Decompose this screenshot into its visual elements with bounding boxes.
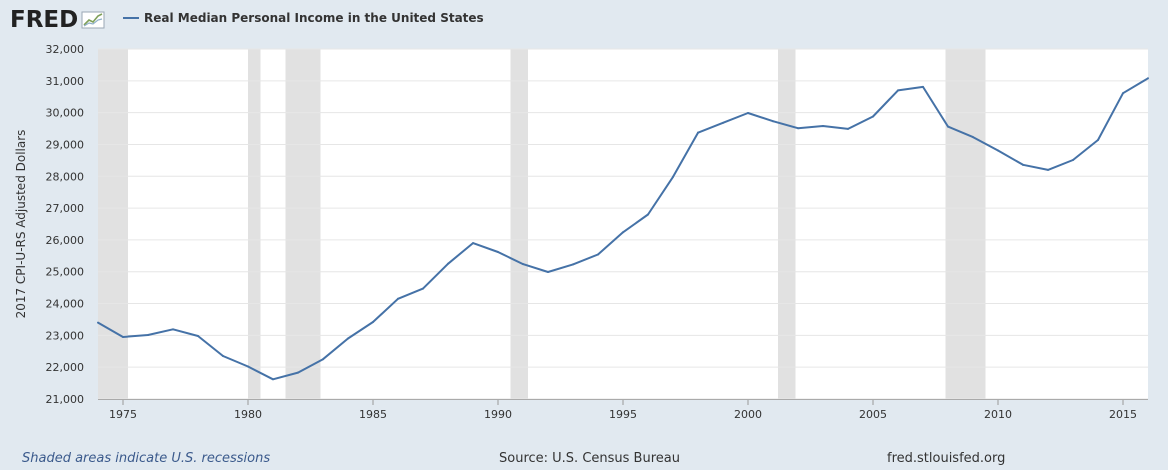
data-point (1097, 139, 1099, 141)
data-point (872, 115, 874, 118)
data-point (1022, 163, 1024, 166)
data-point (472, 242, 474, 245)
y-tick-label: 28,000 (46, 170, 85, 183)
data-point (772, 120, 774, 123)
y-tick-label: 24,000 (46, 298, 85, 311)
data-point (1122, 92, 1124, 95)
y-tick-label: 21,000 (46, 393, 85, 406)
data-point (947, 125, 949, 128)
x-tick-label: 2010 (984, 408, 1012, 421)
legend-label: Real Median Personal Income in the Unite… (144, 11, 484, 25)
y-tick-label: 32,000 (46, 43, 85, 56)
data-point (797, 127, 799, 130)
data-point (497, 251, 499, 253)
data-point (447, 262, 449, 265)
logo-text: FRED (10, 7, 79, 33)
recession-band (98, 49, 128, 399)
legend-swatch (123, 17, 139, 19)
recession-band (510, 49, 528, 399)
data-point (197, 335, 199, 337)
x-tick-label: 2005 (859, 408, 887, 421)
source-note: Source: U.S. Census Bureau (499, 451, 680, 466)
data-point (272, 378, 274, 381)
data-point (222, 355, 224, 358)
data-point (997, 149, 999, 152)
data-point (172, 328, 174, 331)
data-point (1072, 159, 1074, 162)
data-point (97, 321, 99, 324)
data-point (647, 213, 649, 216)
data-point (297, 371, 299, 374)
data-point (322, 358, 324, 361)
y-tick-label: 27,000 (46, 202, 85, 215)
data-point (922, 85, 924, 88)
line-chart: 21,000 22,000 23,000 24,000 25,000 26,000 27,0… (14, 43, 1149, 421)
y-tick-label: 30,000 (46, 107, 85, 120)
data-point (1147, 77, 1149, 80)
data-point (547, 271, 549, 274)
data-point (697, 131, 699, 134)
data-point (247, 365, 249, 368)
data-point (347, 337, 349, 340)
fred-chart-icon (81, 11, 105, 29)
recession-band (248, 49, 261, 399)
y-tick-label: 22,000 (46, 361, 85, 374)
data-point (522, 263, 524, 266)
y-tick-label: 29,000 (46, 138, 85, 151)
site-link[interactable]: fred.stlouisfed.org (887, 451, 1006, 466)
data-point (672, 175, 674, 178)
recession-note: Shaded areas indicate U.S. recessions (22, 451, 271, 466)
legend[interactable]: Real Median Personal Income in the Unite… (123, 11, 484, 25)
data-point (397, 297, 399, 300)
recession-band (945, 49, 986, 399)
data-point (972, 136, 974, 139)
recession-band (285, 49, 321, 399)
data-point (147, 334, 149, 337)
y-tick-label: 23,000 (46, 329, 85, 342)
y-axis-label: 2017 CPI-U-RS Adjusted Dollars (14, 130, 28, 319)
y-tick-label: 25,000 (46, 266, 85, 279)
data-point (747, 111, 749, 114)
data-point (897, 89, 899, 92)
x-tick-label: 1975 (109, 408, 137, 421)
header: FRED Real Median Personal Income in the … (0, 0, 1168, 40)
x-tick-label: 1980 (234, 408, 262, 421)
fred-logo[interactable]: FRED (10, 6, 105, 34)
data-point (822, 125, 824, 127)
y-tick-label: 26,000 (46, 234, 85, 247)
data-point (597, 253, 599, 256)
data-point (122, 335, 124, 338)
x-tick-label: 1985 (359, 408, 387, 421)
data-point (572, 263, 574, 266)
data-point (847, 127, 849, 130)
y-tick-label: 31,000 (46, 75, 85, 88)
data-point (722, 121, 724, 124)
recession-band (778, 49, 796, 399)
x-tick-label: 2015 (1109, 408, 1137, 421)
data-point (1047, 168, 1049, 171)
data-point (422, 287, 424, 290)
data-point (622, 231, 624, 234)
x-tick-label: 1995 (609, 408, 637, 421)
x-tick-label: 1990 (484, 408, 512, 421)
data-point (372, 321, 374, 323)
x-tick-label: 2000 (734, 408, 762, 421)
